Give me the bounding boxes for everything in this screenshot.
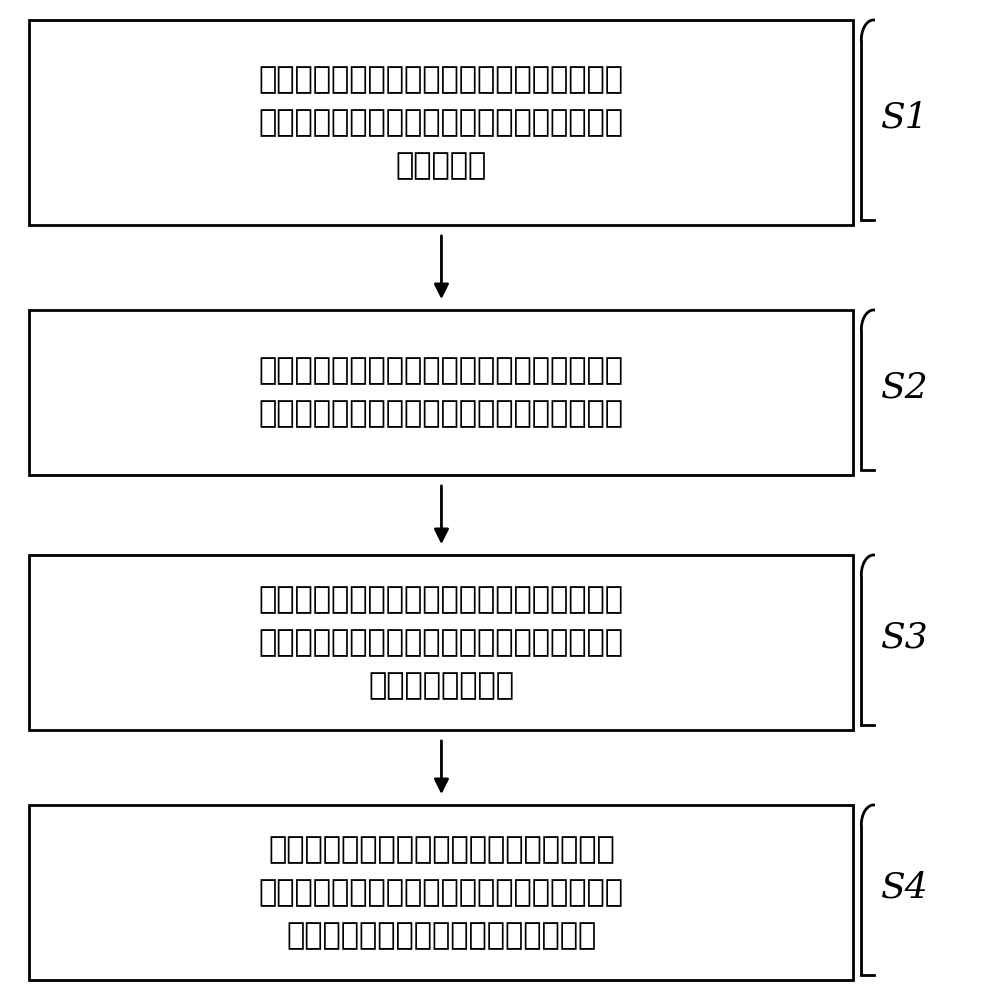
Text: 将车载电控单元中数据段的校验码与刷写文件
中对应数据段的校验码进行比对，得到校验码
存在差异的数据段: 将车载电控单元中数据段的校验码与刷写文件 中对应数据段的校验码进行比对，得到校验…: [259, 585, 624, 700]
Text: 删除车载电控单元中校验码存在差异的数据
段，并下载刷写文件中对应的数据段至车载电
控单元，完成车载电控单元的数据刷写: 删除车载电控单元中校验码存在差异的数据 段，并下载刷写文件中对应的数据段至车载电…: [259, 835, 624, 950]
Text: 基于车载电控单元程序的逻辑分区，对刷写文
件进行分段，得到多个数据段并获取每个数据
段的校验码: 基于车载电控单元程序的逻辑分区，对刷写文 件进行分段，得到多个数据段并获取每个数…: [259, 65, 624, 180]
Bar: [29, 310, 853, 475]
Text: S4: S4: [882, 870, 929, 904]
Text: S2: S2: [882, 370, 929, 404]
Text: 基于车载电控单元程序的逻辑分区，获取车载
电控单元中的数据段以及每个数据段的校验码: 基于车载电控单元程序的逻辑分区，获取车载 电控单元中的数据段以及每个数据段的校验…: [259, 357, 624, 428]
Text: S3: S3: [882, 620, 929, 654]
Bar: [29, 555, 853, 730]
Bar: [29, 805, 853, 980]
Text: S1: S1: [882, 100, 929, 134]
Bar: [29, 20, 853, 225]
